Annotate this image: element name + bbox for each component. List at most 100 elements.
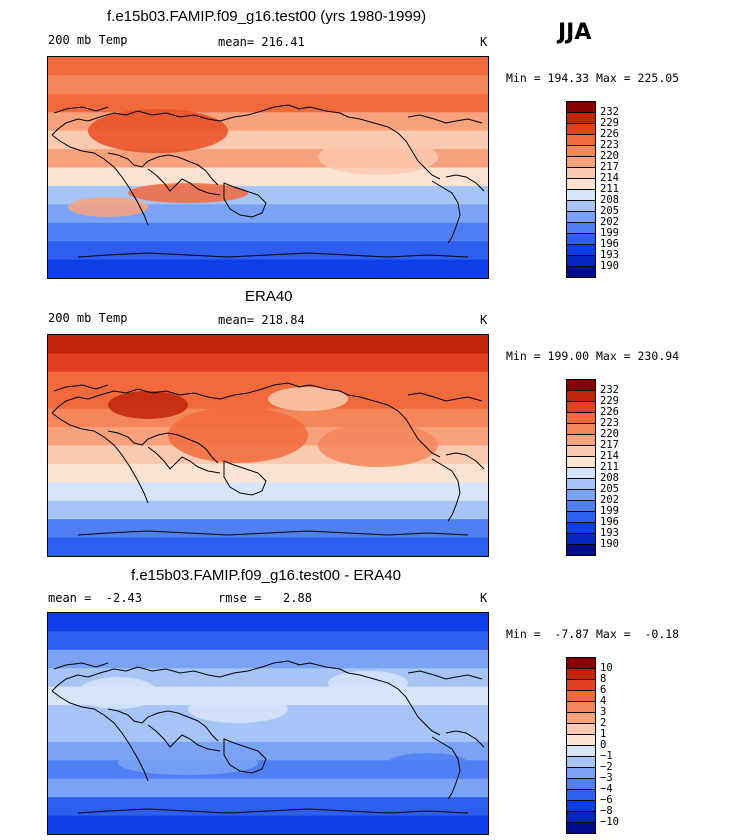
contour-band xyxy=(48,778,488,799)
colorbar-tick-label: 217 xyxy=(600,439,619,451)
coastline xyxy=(107,152,219,186)
coastline xyxy=(147,446,221,474)
panel-2-map xyxy=(47,334,489,557)
colorbar-tick-label: 2 xyxy=(600,717,607,729)
colorbar-tick-label: 4 xyxy=(600,695,607,707)
colorbar-swatch xyxy=(566,266,596,278)
contour-region xyxy=(78,677,158,709)
colorbar-tick-label: 205 xyxy=(600,205,619,217)
coastline xyxy=(51,382,301,414)
coastline xyxy=(51,134,149,226)
coastline xyxy=(431,458,461,522)
contour-band xyxy=(48,482,488,502)
contour-region xyxy=(268,387,348,411)
coastline xyxy=(297,662,349,674)
contour-band xyxy=(48,649,488,670)
colorbar-tick-label: 205 xyxy=(600,483,619,495)
coastline xyxy=(53,106,109,114)
colorbar-tick-label: −8 xyxy=(600,805,613,817)
contour-band xyxy=(48,259,488,278)
panel-1-range-text: Min = 194.33 Max = 225.05 xyxy=(506,71,680,85)
colorbar-tick-label: 208 xyxy=(600,472,619,484)
colorbar-tick-label: −10 xyxy=(600,816,619,828)
colorbar-tick-label: 220 xyxy=(600,150,619,162)
colorbar-tick-label: 223 xyxy=(600,417,619,429)
colorbar-swatch xyxy=(566,822,596,834)
contour-region xyxy=(88,109,228,153)
coastline xyxy=(77,808,469,814)
colorbar-tick-label: 202 xyxy=(600,216,619,228)
colorbar-tick-label: 202 xyxy=(600,494,619,506)
coastline xyxy=(51,690,149,782)
colorbar-tick-label: 229 xyxy=(600,117,619,129)
colorbar-tick-label: 3 xyxy=(600,706,607,718)
contour-band xyxy=(48,500,488,521)
coastline xyxy=(445,730,485,748)
contour-band xyxy=(48,463,488,484)
colorbar-tick-label: 211 xyxy=(600,461,619,473)
coastline xyxy=(407,670,483,680)
coastline xyxy=(431,736,461,800)
panel-1-map xyxy=(47,56,489,279)
contour-band xyxy=(48,75,488,95)
coastline xyxy=(53,662,109,670)
coastline xyxy=(297,106,349,118)
contour-band xyxy=(48,723,488,743)
panel-2-variable-label: 200 mb Temp xyxy=(48,311,128,325)
contour-band xyxy=(48,797,488,817)
colorbar-tick-label: 190 xyxy=(600,538,619,550)
coastline xyxy=(53,384,109,392)
contour-region xyxy=(68,197,148,217)
contour-band xyxy=(48,537,488,556)
contour-region xyxy=(108,391,188,419)
colorbar-tick-label: 199 xyxy=(600,505,619,517)
contour-band xyxy=(48,519,488,539)
coastline xyxy=(223,460,267,496)
panel-1-title: f.e15b03.FAMIP.f09_g16.test00 (yrs 1980-… xyxy=(107,8,427,25)
colorbar-tick-label: −1 xyxy=(600,750,613,762)
coastline xyxy=(431,180,461,244)
contour-region xyxy=(188,695,288,723)
colorbar-tick-label: 193 xyxy=(600,527,619,539)
contour-region xyxy=(318,423,438,467)
coastline xyxy=(347,116,441,180)
coastline xyxy=(77,530,469,536)
panel-3-map xyxy=(47,612,489,835)
colorbar-tick-label: 196 xyxy=(600,238,619,250)
colorbar-tick-label: 199 xyxy=(600,227,619,239)
panel-1-variable-label: 200 mb Temp xyxy=(48,33,128,47)
coastline xyxy=(297,384,349,396)
contour-region xyxy=(328,671,408,695)
colorbar-tick-label: −6 xyxy=(600,794,613,806)
colorbar-tick-label: −4 xyxy=(600,783,613,795)
coastline xyxy=(147,168,221,196)
contour-band xyxy=(48,613,488,633)
contour-band xyxy=(48,815,488,834)
coastline xyxy=(407,392,483,402)
coastline xyxy=(223,182,267,218)
panel-2-mean-label: mean= 218.84 xyxy=(218,313,305,327)
panel-3-rmse-label: rmse = 2.88 xyxy=(218,591,312,605)
contour-band xyxy=(48,93,488,114)
contour-region xyxy=(168,407,308,463)
panel-1-units-label: K xyxy=(480,35,488,49)
contour-band xyxy=(48,167,488,187)
season-label: JJA xyxy=(558,20,592,45)
contour-band xyxy=(48,353,488,373)
colorbar-tick-label: 211 xyxy=(600,183,619,195)
panel-3-range-text: Min = -7.87 Max = -0.18 xyxy=(506,627,680,641)
coastline xyxy=(223,738,267,774)
colorbar-tick-label: 214 xyxy=(600,172,619,184)
panel-3-units-label: K xyxy=(480,591,488,605)
coastline xyxy=(51,660,301,692)
colorbar-tick-label: 208 xyxy=(600,194,619,206)
coastline xyxy=(445,452,485,470)
colorbar-tick-label: 193 xyxy=(600,249,619,261)
colorbar-tick-label: 217 xyxy=(600,161,619,173)
colorbar-tick-label: 0 xyxy=(600,739,607,751)
panel-3-mean-label: mean = -2.43 xyxy=(48,591,142,605)
panel-3-title: f.e15b03.FAMIP.f09_g16.test00 - ERA40 xyxy=(131,567,401,584)
contour-region xyxy=(318,139,438,175)
contour-band xyxy=(48,335,488,355)
colorbar-tick-label: 229 xyxy=(600,395,619,407)
